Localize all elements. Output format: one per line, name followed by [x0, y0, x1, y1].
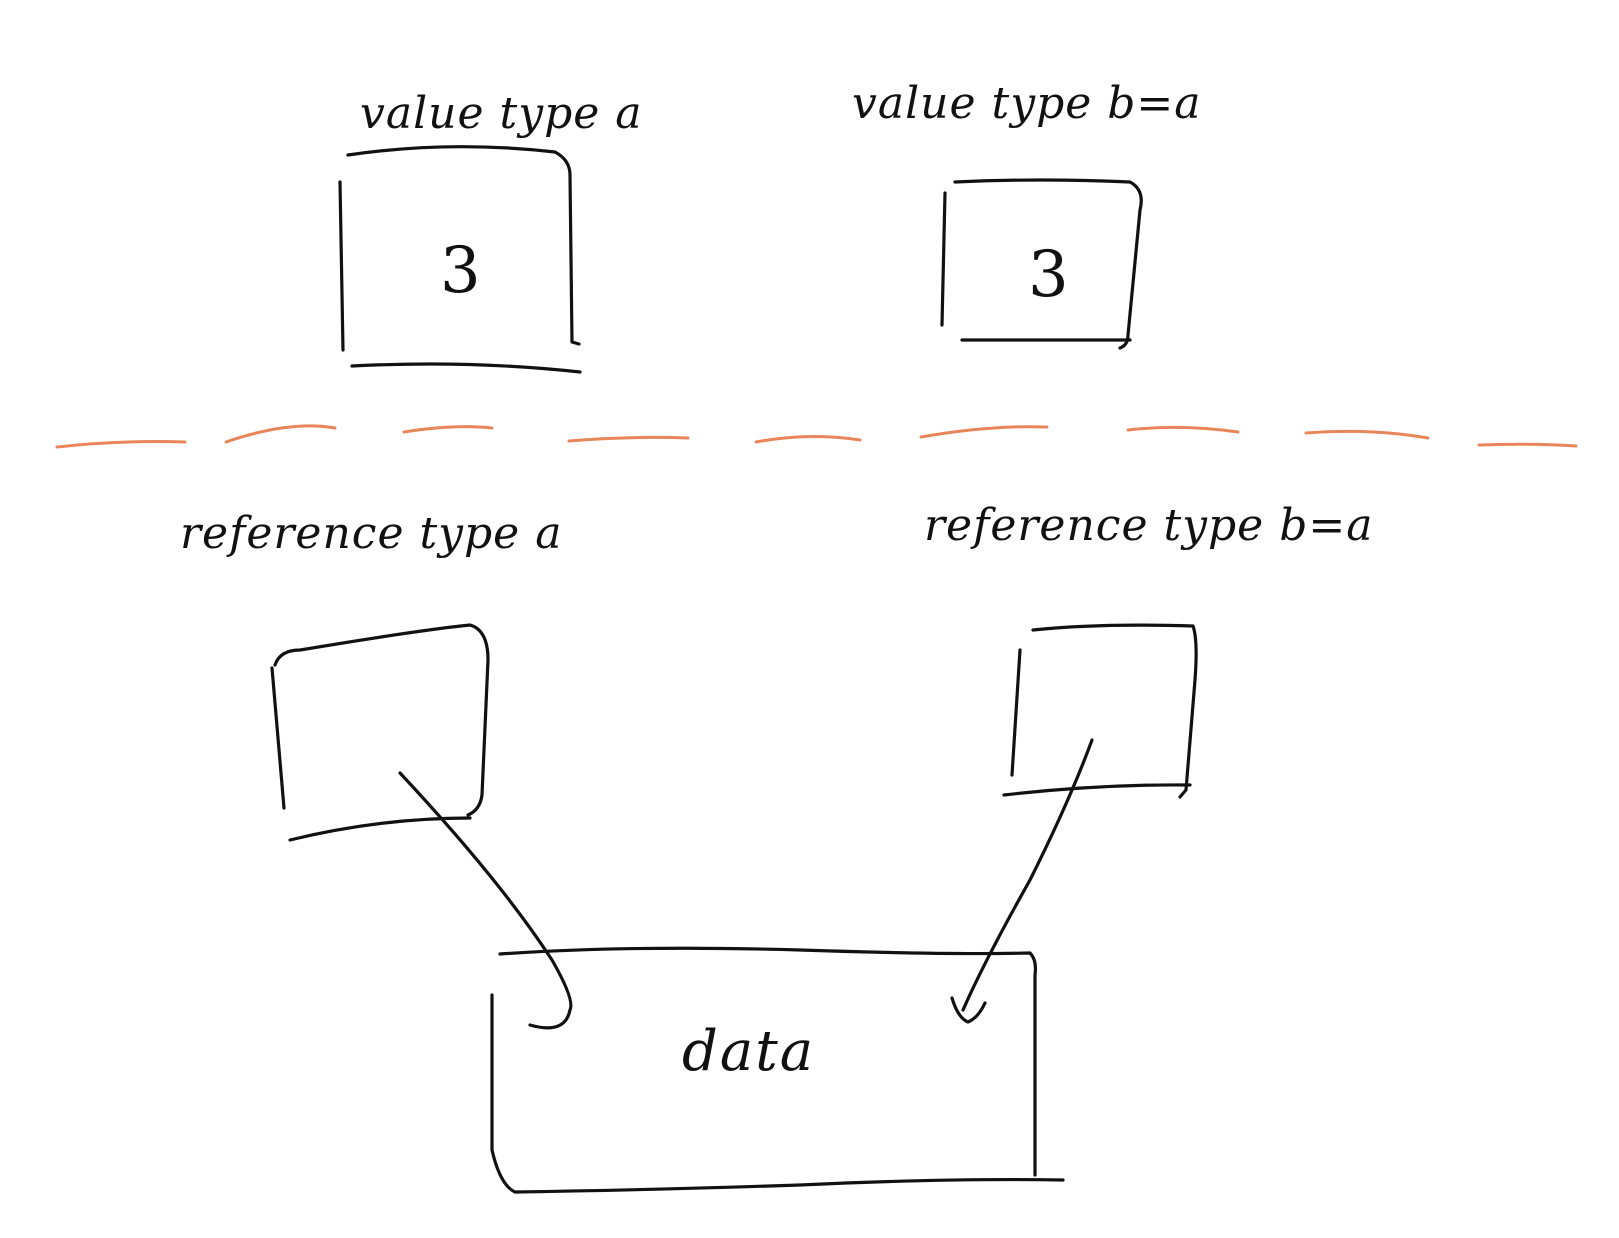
- reference-b-group: reference type b=a: [924, 500, 1373, 1024]
- reference-b-pointer: [950, 738, 1094, 1024]
- reference-a-group: reference type a: [180, 508, 573, 1030]
- value-a-box: [338, 145, 582, 374]
- value-b-group: value type b=a 3: [852, 78, 1202, 350]
- reference-a-pointer: [398, 771, 573, 1030]
- value-a-number: 3: [440, 234, 481, 308]
- data-label: data: [682, 1019, 815, 1084]
- reference-a-box: [270, 623, 490, 842]
- value-a-label: value type a: [360, 88, 643, 139]
- data-group: data: [490, 946, 1065, 1194]
- reference-b-box: [1002, 623, 1198, 799]
- reference-a-label: reference type a: [180, 508, 562, 559]
- value-a-group: value type a 3: [338, 88, 643, 374]
- section-divider: [55, 424, 1578, 449]
- value-b-label: value type b=a: [852, 78, 1202, 129]
- value-b-number: 3: [1028, 238, 1069, 312]
- value-b-box: [940, 178, 1143, 350]
- data-box: [490, 946, 1065, 1194]
- reference-b-label: reference type b=a: [924, 500, 1373, 551]
